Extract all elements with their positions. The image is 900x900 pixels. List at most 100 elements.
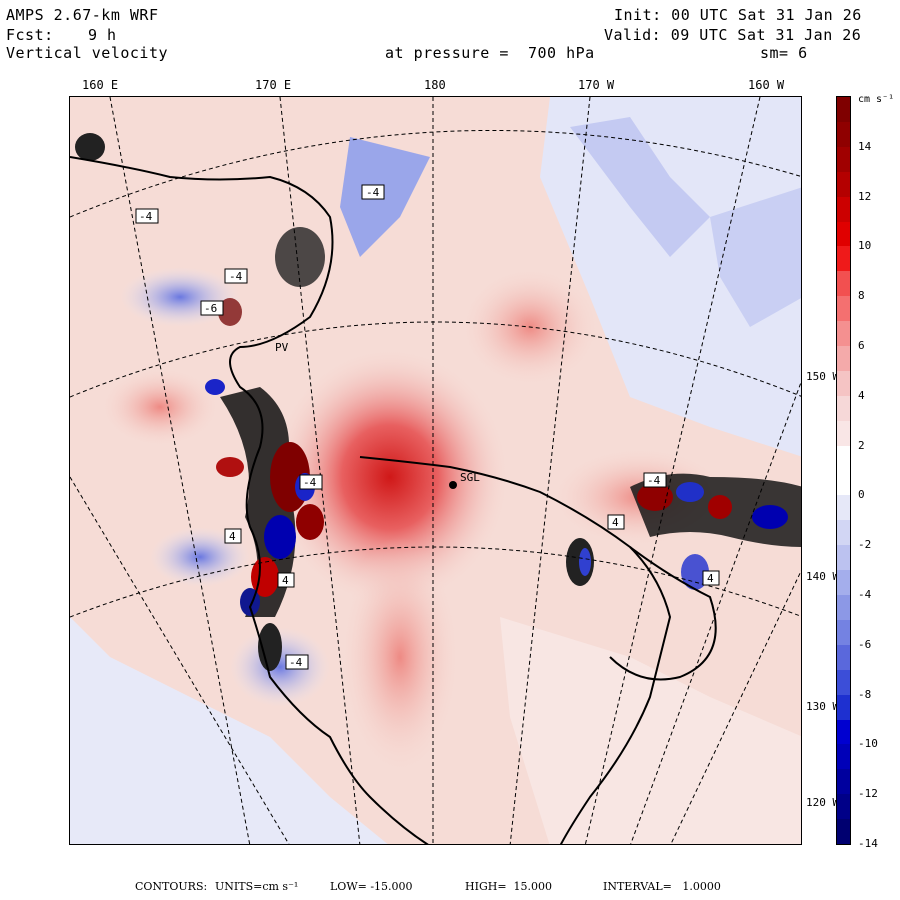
station-marker-sgl — [449, 481, 457, 489]
station-label-pv: PV — [275, 341, 289, 354]
colorbar-tick-label: 12 — [858, 189, 872, 203]
far-ne-blue-band — [710, 187, 801, 327]
colorbar-tick-label: -2 — [858, 538, 872, 552]
colorbar-segment — [837, 669, 850, 696]
colorbar-segment — [837, 769, 850, 795]
colorbar-tick-label: -10 — [858, 737, 878, 751]
lon-label-160w: 160 W — [748, 78, 785, 92]
colorbar-segment — [837, 744, 850, 770]
contour-label: 4 — [282, 574, 289, 587]
lat-label-150w: 150 W — [806, 370, 840, 383]
forecast-hour: 9 h — [88, 26, 117, 44]
meridian-150w — [630, 380, 801, 844]
parallel-mid — [70, 321, 801, 398]
colorbar — [836, 96, 851, 845]
lon-label-160e: 160 E — [82, 78, 119, 92]
colorbar-segment — [837, 570, 850, 596]
contour-label: 4 — [612, 516, 619, 529]
parallel-north — [70, 129, 801, 218]
colorbar-segment — [837, 121, 850, 148]
ne-weak-descent-region — [540, 97, 801, 457]
ne-blue-band — [570, 117, 710, 257]
footer-contours-label: CONTOURS: — [135, 880, 208, 893]
colorbar-tick-label: -12 — [858, 787, 878, 801]
model-title: AMPS 2.67-km WRF — [6, 6, 159, 24]
colorbar-segment — [837, 694, 850, 720]
transantarctic-couplets — [75, 133, 325, 671]
contour-label: -4 — [366, 186, 380, 199]
colorbar-segment — [837, 370, 850, 397]
colorbar-segment — [837, 146, 850, 173]
colorbar-tick-label: 10 — [858, 239, 872, 253]
colorbar-segment — [837, 296, 850, 322]
roosevelt-coast — [609, 546, 717, 681]
colorbar-segment — [837, 420, 850, 447]
colorbar-tick-label: 2 — [858, 438, 865, 452]
contour-label: -4 — [289, 656, 303, 669]
lon-label-170w: 170 W — [578, 78, 615, 92]
parallel-south — [70, 546, 801, 618]
pressure-level: at pressure = 700 hPa — [385, 44, 595, 62]
north-blue-streak — [340, 137, 430, 257]
contour-label: 4 — [707, 572, 714, 585]
colorbar-segment — [837, 595, 850, 621]
colorbar-segment — [837, 171, 850, 198]
meridian-160w — [584, 97, 761, 844]
colorbar-segment — [837, 445, 850, 471]
meridian-140w — [670, 570, 801, 844]
colorbar-tick-label: 4 — [858, 388, 865, 402]
lon-label-170e: 170 E — [255, 78, 292, 92]
colorbar-segment — [837, 246, 850, 272]
colorbar-segment — [837, 196, 850, 222]
contour-label: -4 — [229, 270, 243, 283]
south-ascent-plume — [340, 537, 460, 777]
contour-label: -6 — [204, 302, 217, 315]
colorbar-tick-label: -4 — [858, 588, 872, 601]
colorbar-segment — [837, 495, 850, 521]
colorbar-segment — [837, 644, 850, 671]
graticule — [70, 97, 801, 844]
station-label-sgl: SGL — [460, 471, 480, 484]
footer-high: HIGH= 15.000 — [465, 880, 553, 893]
colorbar-tick-label: 0 — [858, 488, 865, 502]
colorbar-segment — [837, 719, 850, 745]
colorbar-segment — [837, 470, 850, 496]
contour-label: -4 — [139, 210, 153, 223]
colorbar-segment — [837, 819, 850, 845]
contour-label: -4 — [647, 474, 661, 487]
colorbar-tick-label: 14 — [858, 139, 872, 153]
colorbar-unit: cm s⁻¹ — [858, 94, 895, 105]
valid-time: Valid: 09 UTC Sat 31 Jan 26 — [604, 26, 862, 44]
init-time: Init: 00 UTC Sat 31 Jan 26 — [614, 6, 862, 24]
colorbar-segment — [837, 271, 850, 297]
se-neutral-region — [500, 617, 801, 844]
map-canvas: -4 -4 -6 -4 -4 4 4 4 -4 -4 4 SGL PV — [70, 97, 801, 844]
colorbar-tick-label: 8 — [858, 289, 865, 303]
lat-label-140w: 140 W — [806, 570, 840, 583]
meridian-160e — [109, 97, 251, 844]
west-ascent-plume — [100, 367, 220, 447]
sw-descent-patch — [230, 627, 330, 707]
lat-label-120w: 120 W — [806, 796, 840, 809]
contour-label: -4 — [303, 476, 317, 489]
colorbar-segment — [837, 97, 850, 123]
colorbar-segment — [837, 520, 850, 546]
footer-interval: INTERVAL= 1.0000 — [603, 880, 721, 893]
central-ascent-plume — [270, 347, 510, 607]
colorbar-segment — [837, 346, 850, 372]
colorbar-segment — [837, 619, 850, 646]
contour-label: 4 — [229, 530, 236, 543]
forecast-label: Fcst: — [6, 26, 54, 44]
lon-label-180: 180 — [424, 78, 446, 92]
colorbar-tick-label: -6 — [858, 637, 872, 651]
coastlines — [70, 156, 717, 844]
contour-labels: -4 -4 -6 -4 -4 4 4 4 -4 -4 4 — [135, 184, 720, 670]
colorbar-segment — [837, 321, 850, 347]
colorbar-tick-label: -8 — [858, 687, 872, 701]
marie-byrd-couplets — [566, 473, 801, 590]
colorbar-segment — [837, 545, 850, 571]
footer-units: UNITS=cm s⁻¹ — [215, 880, 299, 893]
colorbar-tick-label: -14 — [858, 837, 878, 850]
colorbar-tick-label: 6 — [858, 339, 865, 352]
victoria-land-coast — [70, 156, 429, 844]
